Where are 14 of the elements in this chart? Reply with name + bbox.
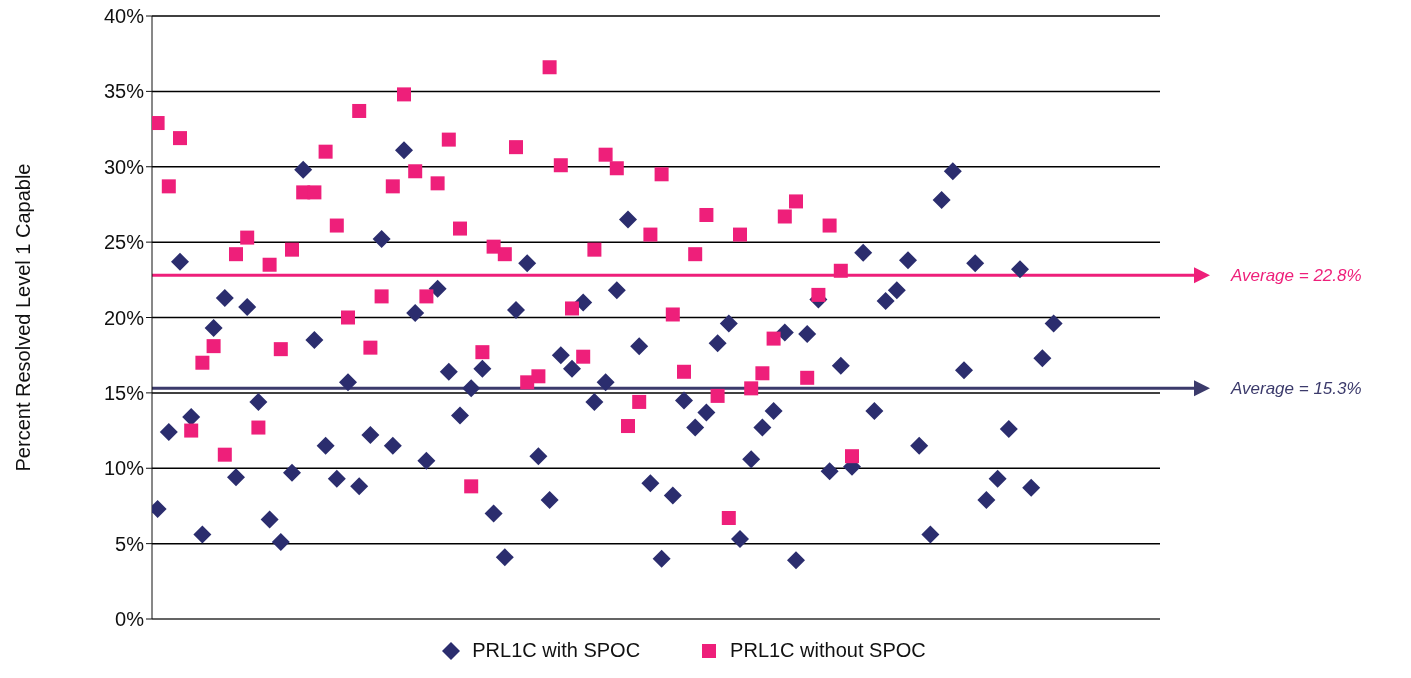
y-tick-label: 5%	[115, 532, 145, 555]
ref-line-label: Average = 22.8%	[1230, 266, 1362, 286]
y-tick-label: 40%	[103, 5, 145, 28]
legend-label: PRL1C without SPOC	[730, 639, 926, 662]
y-tick-label: 0%	[115, 608, 145, 631]
legend-label: PRL1C with SPOC	[472, 639, 641, 662]
y-tick-label: 20%	[103, 306, 145, 329]
y-tick-label: 30%	[103, 155, 145, 178]
y-tick-label: 15%	[103, 381, 145, 404]
y-tick-label: 10%	[103, 457, 145, 480]
y-tick-label: 35%	[103, 80, 145, 103]
y-axis-title: Percent Resolved Level 1 Capable	[12, 163, 35, 472]
ref-line-label: Average = 15.3%	[1230, 379, 1362, 399]
y-tick-label: 25%	[103, 231, 145, 254]
